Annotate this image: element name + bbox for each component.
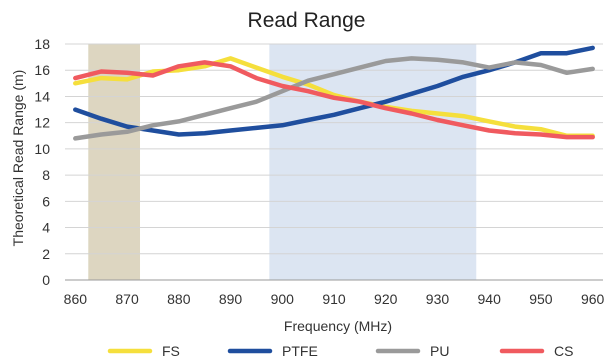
x-tick-label: 860 — [64, 291, 88, 307]
series-lines — [73, 45, 595, 141]
chart-title: Read Range — [248, 9, 366, 32]
x-tick-label: 960 — [581, 291, 605, 307]
y-tick-label: 12 — [34, 115, 50, 131]
highlight-bands — [88, 44, 477, 280]
y-tick-label: 18 — [34, 36, 50, 52]
legend-label-ptfe: PTFE — [282, 343, 318, 359]
legend-label-fs: FS — [162, 343, 180, 359]
x-tick-label: 930 — [426, 291, 450, 307]
y-tick-label: 0 — [42, 272, 50, 288]
y-tick-label: 8 — [42, 167, 50, 183]
x-tick-label: 870 — [115, 291, 139, 307]
x-tick-label: 890 — [219, 291, 243, 307]
x-axis-label: Frequency (MHz) — [284, 318, 392, 334]
y-tick-label: 10 — [34, 141, 50, 157]
y-tick-label: 16 — [34, 62, 50, 78]
y-tick-label: 14 — [34, 88, 50, 104]
y-tick-label: 4 — [42, 220, 50, 236]
x-tick-labels: 860 870 880 890 900 910 920 930 940 950 960 — [64, 291, 605, 307]
legend-label-pu: PU — [430, 343, 449, 359]
y-tick-label: 6 — [42, 193, 50, 209]
series-line-pu — [73, 56, 595, 141]
shaded-band-1 — [269, 44, 477, 280]
legend-label-cs: CS — [554, 343, 573, 359]
x-tick-label: 910 — [322, 291, 346, 307]
series-line-cs — [73, 60, 595, 140]
x-tick-label: 900 — [271, 291, 295, 307]
y-axis-label: Theoretical Read Range (m) — [10, 70, 26, 247]
x-tick-label: 940 — [478, 291, 502, 307]
y-tick-labels: 0 2 4 6 8 10 12 14 16 18 — [34, 36, 50, 288]
x-tick-label: 920 — [374, 291, 398, 307]
legend: FS PTFE PU CS — [107, 343, 573, 359]
y-tick-label: 2 — [42, 246, 50, 262]
x-tick-label: 950 — [529, 291, 553, 307]
x-tick-label: 880 — [167, 291, 191, 307]
shaded-band-0 — [88, 44, 141, 280]
